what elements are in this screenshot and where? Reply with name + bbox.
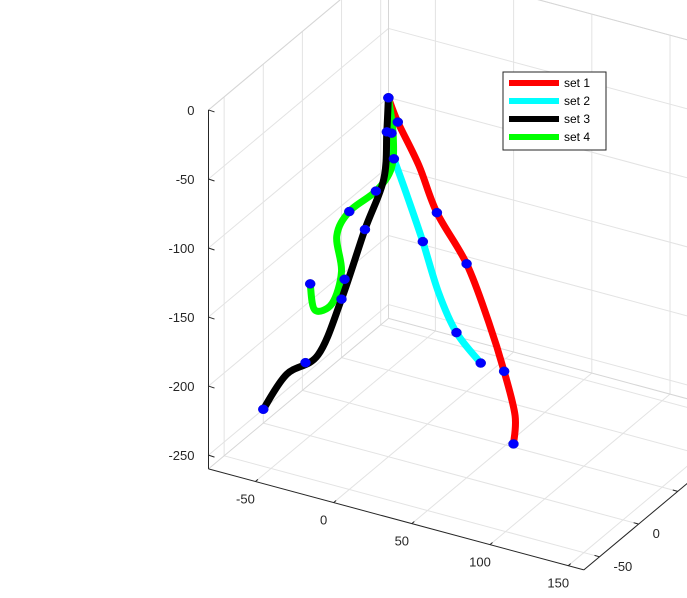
axis-tick (489, 542, 493, 546)
data-point-set-2 (451, 327, 462, 338)
data-point-set-1 (431, 207, 443, 218)
data-point-set-1 (461, 259, 472, 269)
axis-tick (633, 522, 639, 525)
x-tick-label: 150 (547, 576, 569, 591)
data-point-set-4 (339, 274, 350, 285)
axis-tick (672, 489, 678, 492)
axis-tick (208, 247, 215, 251)
axis-tick (411, 521, 415, 524)
floor-gridline-x (333, 351, 514, 503)
back-wall-gridline-z (388, 166, 687, 248)
box-edge (208, 317, 389, 470)
axis-tick (208, 109, 215, 113)
box-edge (208, 0, 341, 111)
z-tick-label: -200 (168, 379, 194, 394)
box-edge (537, 0, 687, 41)
side-wall-gridline-z (208, 166, 389, 318)
axes (207, 109, 687, 571)
floor-gridline-y (224, 455, 600, 558)
series-line-set-4 (306, 94, 398, 315)
data-point-set-3 (381, 127, 393, 137)
y-tick-label: 0 (653, 526, 660, 541)
data-point-set-2 (388, 154, 400, 164)
axis-tick (208, 454, 215, 458)
axis-tick (208, 178, 215, 182)
tick-labels: -50050100150-500501001500-50-100-150-200… (168, 103, 660, 591)
side-wall-gridline-z (208, 97, 389, 249)
axis-tick (567, 563, 572, 567)
data-point-set-2 (417, 236, 429, 247)
axis-tick (594, 554, 600, 558)
floor-gridline-y (302, 389, 678, 492)
x-axis (208, 468, 584, 571)
floor-gridline-y (341, 357, 687, 452)
x-tick-label: -50 (236, 492, 255, 507)
z-tick-label: -150 (168, 310, 194, 325)
data-point-set-4 (344, 206, 355, 217)
floor-gridline-x (411, 372, 593, 524)
z-tick-label: -50 (176, 172, 195, 187)
legend-label: set 2 (564, 94, 590, 108)
y-tick-label: -50 (614, 559, 633, 574)
x-tick-label: 0 (320, 513, 327, 528)
data-point-set-1 (392, 117, 404, 127)
x-tick-label: 50 (395, 534, 409, 549)
data-point-set-3 (336, 294, 347, 304)
box-edge (388, 317, 687, 400)
side-wall-gridline-z (208, 28, 389, 180)
floor-gridline-y (263, 422, 639, 525)
floor-gridline-y (380, 324, 687, 408)
data-point-set-3 (300, 357, 311, 368)
data-point-set-4 (370, 186, 382, 196)
legend-label: set 4 (564, 130, 590, 144)
data-point-set-2 (475, 358, 486, 368)
data-point-set-4 (383, 93, 394, 103)
data-point-set-4 (304, 279, 316, 289)
y-axis (583, 482, 687, 571)
data-point-set-3 (258, 404, 269, 415)
floor-gridline-x (255, 330, 436, 482)
grid-lines (208, 0, 687, 571)
data-point-set-3 (359, 224, 371, 235)
axis-tick (255, 479, 259, 482)
floor-gridline-x (489, 393, 671, 546)
x-tick-label: 100 (469, 555, 491, 570)
data-point-set-1 (498, 366, 510, 377)
axis-tick (208, 316, 215, 320)
data-markers (258, 93, 519, 449)
data-point-set-1 (508, 439, 519, 449)
legend-label: set 1 (564, 76, 590, 90)
legend-label: set 3 (564, 112, 590, 126)
axis-tick (333, 500, 337, 503)
z-tick-label: 0 (187, 103, 194, 118)
legend: set 1 set 2 set 3 set 4 (502, 71, 607, 151)
z-tick-label: -250 (168, 448, 194, 463)
axis-tick (208, 385, 215, 389)
z-tick-label: -100 (168, 241, 194, 256)
side-wall-gridline-z (208, 235, 389, 387)
side-wall-gridline-z (208, 304, 389, 456)
back-wall-gridline-z (388, 235, 687, 317)
floor-gridline-x (567, 465, 687, 567)
